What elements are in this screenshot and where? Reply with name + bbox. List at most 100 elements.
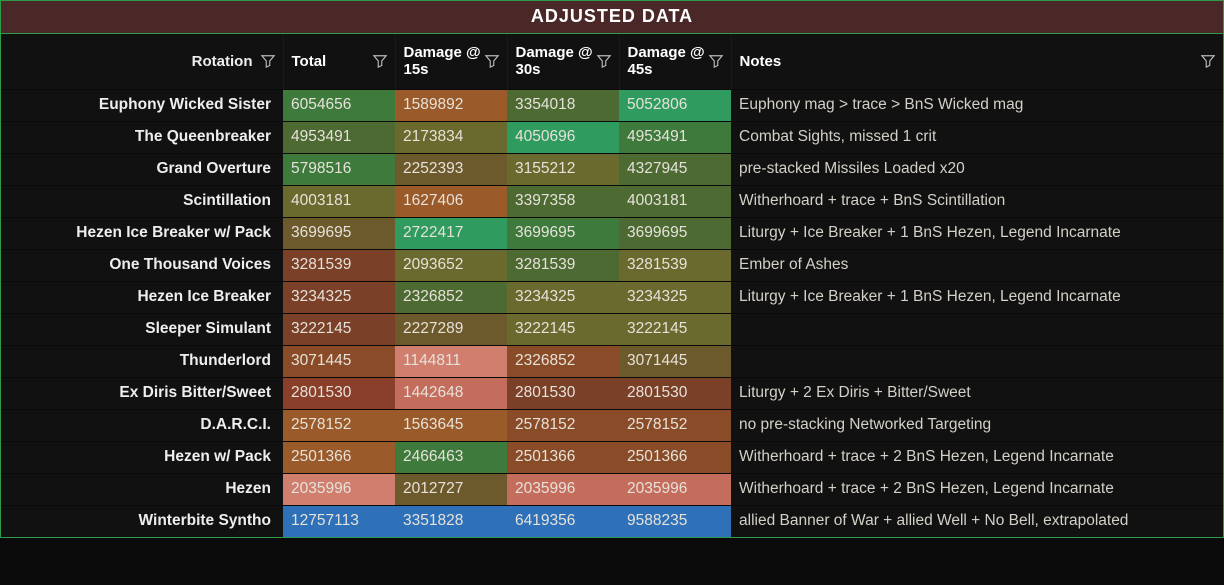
cell-d30: 3699695	[507, 217, 619, 249]
col-header-total[interactable]: Total	[283, 34, 395, 89]
rotation-name: Grand Overture	[1, 153, 283, 185]
table-row: Euphony Wicked Sister6054656158989233540…	[1, 89, 1223, 121]
header-row: Rotation Total Damage @ 15s	[1, 34, 1223, 89]
rotation-name: Ex Diris Bitter/Sweet	[1, 377, 283, 409]
cell-d15: 1563645	[395, 409, 507, 441]
cell-d45: 3234325	[619, 281, 731, 313]
cell-notes: Liturgy + Ice Breaker + 1 BnS Hezen, Leg…	[731, 281, 1223, 313]
cell-d30: 3354018	[507, 89, 619, 121]
table-row: Sleeper Simulant322214522272893222145322…	[1, 313, 1223, 345]
cell-total: 3222145	[283, 313, 395, 345]
cell-notes	[731, 345, 1223, 377]
cell-d45: 9588235	[619, 505, 731, 537]
rotation-name: Hezen w/ Pack	[1, 441, 283, 473]
cell-d30: 3397358	[507, 185, 619, 217]
filter-icon[interactable]	[1201, 54, 1215, 68]
panel-title: ADJUSTED DATA	[1, 1, 1223, 34]
cell-d15: 2326852	[395, 281, 507, 313]
cell-notes: Ember of Ashes	[731, 249, 1223, 281]
col-header-rotation[interactable]: Rotation	[1, 34, 283, 89]
cell-total: 2035996	[283, 473, 395, 505]
rotation-name: D.A.R.C.I.	[1, 409, 283, 441]
col-header-d15[interactable]: Damage @ 15s	[395, 34, 507, 89]
cell-notes	[731, 313, 1223, 345]
filter-icon[interactable]	[261, 54, 275, 68]
rotation-name: One Thousand Voices	[1, 249, 283, 281]
cell-notes: Witherhoard + trace + 2 BnS Hezen, Legen…	[731, 441, 1223, 473]
filter-icon[interactable]	[485, 54, 499, 68]
cell-total: 4003181	[283, 185, 395, 217]
filter-icon[interactable]	[597, 54, 611, 68]
cell-d15: 3351828	[395, 505, 507, 537]
cell-d30: 2035996	[507, 473, 619, 505]
cell-d45: 4327945	[619, 153, 731, 185]
cell-d45: 2801530	[619, 377, 731, 409]
cell-d45: 4953491	[619, 121, 731, 153]
cell-total: 3699695	[283, 217, 395, 249]
cell-d30: 3234325	[507, 281, 619, 313]
cell-d15: 2722417	[395, 217, 507, 249]
cell-total: 5798516	[283, 153, 395, 185]
filter-icon[interactable]	[709, 54, 723, 68]
col-header-d45[interactable]: Damage @ 45s	[619, 34, 731, 89]
col-label: Rotation	[192, 53, 253, 70]
cell-total: 3281539	[283, 249, 395, 281]
table-row: Ex Diris Bitter/Sweet2801530144264828015…	[1, 377, 1223, 409]
cell-d45: 3071445	[619, 345, 731, 377]
rotation-name: Winterbite Syntho	[1, 505, 283, 537]
cell-total: 2578152	[283, 409, 395, 441]
cell-total: 12757113	[283, 505, 395, 537]
col-label: Notes	[740, 53, 782, 70]
table-row: One Thousand Voices328153920936523281539…	[1, 249, 1223, 281]
table-row: Hezen w/ Pack250136624664632501366250136…	[1, 441, 1223, 473]
table-row: Hezen Ice Breaker w/ Pack369969527224173…	[1, 217, 1223, 249]
adjusted-data-panel: ADJUSTED DATA Rotation Total	[0, 0, 1224, 538]
cell-d15: 2012727	[395, 473, 507, 505]
cell-total: 3234325	[283, 281, 395, 313]
rotation-name: Hezen	[1, 473, 283, 505]
cell-d15: 2252393	[395, 153, 507, 185]
cell-notes: Witherhoard + trace + 2 BnS Hezen, Legen…	[731, 473, 1223, 505]
rotation-name: The Queenbreaker	[1, 121, 283, 153]
cell-d30: 2801530	[507, 377, 619, 409]
cell-notes: pre-stacked Missiles Loaded x20	[731, 153, 1223, 185]
cell-d15: 2466463	[395, 441, 507, 473]
cell-notes: Euphony mag > trace > BnS Wicked mag	[731, 89, 1223, 121]
table-row: Winterbite Syntho12757113335182864193569…	[1, 505, 1223, 537]
cell-d45: 3222145	[619, 313, 731, 345]
col-label: Total	[292, 53, 327, 70]
table-row: Grand Overture57985162252393315521243279…	[1, 153, 1223, 185]
cell-d15: 1442648	[395, 377, 507, 409]
cell-notes: Witherhoard + trace + BnS Scintillation	[731, 185, 1223, 217]
cell-total: 2501366	[283, 441, 395, 473]
col-header-d30[interactable]: Damage @ 30s	[507, 34, 619, 89]
cell-d45: 4003181	[619, 185, 731, 217]
cell-d30: 3281539	[507, 249, 619, 281]
cell-d15: 1627406	[395, 185, 507, 217]
col-header-notes[interactable]: Notes	[731, 34, 1223, 89]
cell-d30: 3155212	[507, 153, 619, 185]
rotation-name: Euphony Wicked Sister	[1, 89, 283, 121]
rotation-name: Hezen Ice Breaker w/ Pack	[1, 217, 283, 249]
table-row: Hezen2035996201272720359962035996Witherh…	[1, 473, 1223, 505]
table-row: The Queenbreaker495349121738344050696495…	[1, 121, 1223, 153]
cell-d15: 1144811	[395, 345, 507, 377]
table-row: Scintillation400318116274063397358400318…	[1, 185, 1223, 217]
cell-notes: Liturgy + 2 Ex Diris + Bitter/Sweet	[731, 377, 1223, 409]
rotation-name: Scintillation	[1, 185, 283, 217]
cell-d45: 2578152	[619, 409, 731, 441]
table-row: Thunderlord3071445114481123268523071445	[1, 345, 1223, 377]
cell-total: 6054656	[283, 89, 395, 121]
cell-d30: 4050696	[507, 121, 619, 153]
filter-icon[interactable]	[373, 54, 387, 68]
cell-d45: 2035996	[619, 473, 731, 505]
cell-d45: 5052806	[619, 89, 731, 121]
cell-d45: 3699695	[619, 217, 731, 249]
cell-total: 2801530	[283, 377, 395, 409]
cell-total: 4953491	[283, 121, 395, 153]
cell-notes: no pre-stacking Networked Targeting	[731, 409, 1223, 441]
cell-d45: 3281539	[619, 249, 731, 281]
cell-d15: 1589892	[395, 89, 507, 121]
cell-notes: allied Banner of War + allied Well + No …	[731, 505, 1223, 537]
cell-d30: 3222145	[507, 313, 619, 345]
